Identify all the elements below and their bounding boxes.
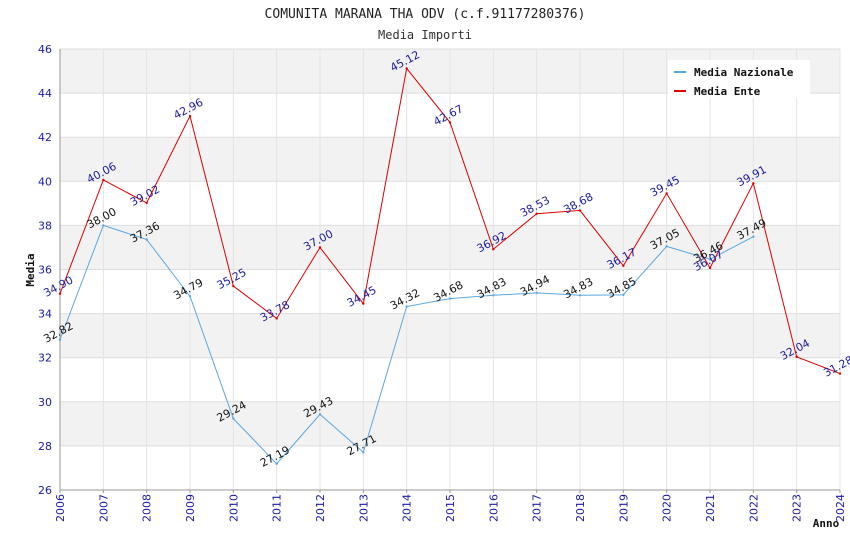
- x-tick-label: 2009: [184, 494, 197, 522]
- data-point: [535, 212, 538, 215]
- x-tick-label: 2007: [97, 494, 110, 522]
- y-axis-label: Media: [24, 253, 37, 286]
- x-tick-label: 2021: [704, 494, 717, 522]
- data-point: [578, 294, 582, 297]
- data-point: [752, 235, 755, 238]
- data-point: [708, 258, 712, 261]
- y-axis-ticks: 26 28 30 32 34 36 38 40 42 44 46: [38, 43, 52, 497]
- data-point: [752, 182, 755, 185]
- x-tick-label: 2013: [357, 494, 370, 522]
- data-point: [708, 266, 712, 270]
- y-tick-label: 30: [38, 396, 52, 409]
- legend-box: [668, 60, 810, 98]
- y-tick-label: 26: [38, 484, 52, 497]
- legend-entry: Media Ente: [694, 85, 761, 98]
- x-tick-label: 2024: [834, 494, 847, 522]
- x-tick-label: 2014: [401, 494, 414, 522]
- data-point: [188, 294, 192, 298]
- y-tick-label: 28: [38, 440, 52, 453]
- data-point: [448, 297, 452, 300]
- data-point: [622, 293, 625, 297]
- legend: Media Nazionale Media Ente: [668, 60, 810, 98]
- data-point: [58, 292, 62, 295]
- data-point: [318, 413, 322, 416]
- data-point: [405, 305, 408, 308]
- x-tick-label: 2017: [531, 494, 544, 522]
- chart-title: COMUNITA MARANA THA ODV (c.f.91177280376…: [265, 7, 586, 22]
- data-point: [578, 209, 582, 212]
- data-point: [448, 121, 452, 124]
- x-tick-label: 2010: [227, 494, 240, 522]
- data-point: [145, 238, 148, 241]
- data-point: [362, 451, 365, 454]
- x-axis-label: Anno: [813, 517, 840, 530]
- x-axis-ticks: 2006 2007 2008 2009 2010 2011 2012 2013 2014 2015…: [54, 490, 847, 522]
- data-point: [492, 294, 495, 297]
- y-tick-label: 34: [38, 308, 52, 321]
- data-point: [58, 338, 62, 341]
- x-tick-label: 2020: [661, 494, 674, 522]
- data-point: [622, 264, 625, 267]
- data-point: [275, 462, 278, 465]
- data-point: [275, 317, 278, 320]
- x-tick-label: 2018: [574, 494, 587, 522]
- x-tick-label: 2016: [487, 494, 500, 522]
- data-point: [362, 302, 365, 305]
- data-point: [795, 355, 798, 359]
- x-tick-label: 2008: [141, 494, 154, 522]
- data-point: [232, 284, 235, 288]
- chart-subtitle: Media Importi: [378, 28, 472, 42]
- y-tick-label: 38: [38, 219, 52, 232]
- data-point: [665, 245, 668, 248]
- data-point: [492, 248, 495, 251]
- y-tick-label: 36: [38, 264, 52, 277]
- data-point: [535, 291, 538, 295]
- x-tick-label: 2015: [444, 494, 457, 522]
- data-point: [318, 246, 322, 249]
- legend-entry: Media Nazionale: [694, 66, 794, 79]
- data-point: [838, 372, 842, 375]
- x-tick-label: 2022: [747, 494, 760, 522]
- series-lines: [58, 67, 842, 465]
- y-tick-label: 32: [38, 352, 52, 365]
- x-tick-label: 2011: [271, 494, 284, 522]
- y-tick-label: 46: [38, 43, 52, 56]
- data-point: [145, 201, 148, 205]
- x-tick-label: 2006: [54, 494, 67, 522]
- data-point: [102, 178, 105, 182]
- data-point: [188, 114, 192, 118]
- x-tick-label: 2012: [314, 494, 327, 522]
- y-tick-label: 40: [38, 175, 52, 188]
- x-tick-label: 2019: [617, 494, 630, 522]
- y-tick-label: 42: [38, 131, 52, 144]
- data-point: [665, 192, 668, 195]
- data-point: [102, 224, 105, 227]
- x-tick-label: 2023: [791, 494, 804, 522]
- data-point: [405, 67, 408, 70]
- data-point: [232, 417, 235, 420]
- y-tick-label: 44: [38, 87, 52, 100]
